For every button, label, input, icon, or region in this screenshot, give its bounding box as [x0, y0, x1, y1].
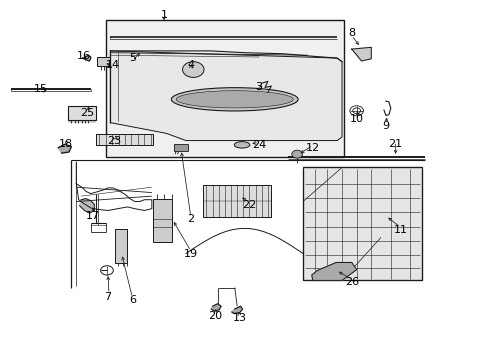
Text: 7: 7: [104, 292, 111, 302]
Text: 19: 19: [183, 248, 198, 258]
Text: 6: 6: [128, 295, 136, 305]
Text: 21: 21: [388, 139, 402, 149]
Text: 1: 1: [160, 10, 167, 20]
Polygon shape: [211, 304, 221, 311]
Text: 16: 16: [77, 51, 90, 61]
Bar: [173, 144, 188, 150]
Text: 11: 11: [393, 225, 407, 235]
Circle shape: [291, 150, 302, 158]
Text: 25: 25: [80, 108, 94, 118]
Polygon shape: [80, 199, 94, 213]
Bar: [153, 199, 172, 242]
Text: 15: 15: [34, 84, 48, 94]
Polygon shape: [110, 51, 341, 140]
Polygon shape: [58, 144, 71, 153]
Text: 20: 20: [208, 311, 222, 321]
Text: 17: 17: [86, 211, 100, 221]
Text: 23: 23: [107, 136, 121, 145]
Circle shape: [182, 62, 203, 77]
Text: 26: 26: [344, 277, 358, 287]
Ellipse shape: [176, 91, 293, 108]
Text: 5: 5: [128, 53, 136, 63]
Polygon shape: [311, 262, 356, 280]
Text: 3: 3: [255, 82, 262, 92]
Bar: [96, 134, 153, 145]
Ellipse shape: [171, 87, 298, 111]
Polygon shape: [98, 57, 109, 65]
Text: 2: 2: [187, 215, 194, 224]
Text: 18: 18: [59, 139, 72, 149]
Ellipse shape: [234, 141, 249, 148]
Bar: [105, 21, 344, 157]
Text: 9: 9: [382, 121, 388, 131]
Bar: [97, 57, 110, 66]
Polygon shape: [82, 55, 91, 61]
Bar: [115, 229, 127, 263]
Text: 24: 24: [251, 140, 265, 150]
Text: 8: 8: [347, 28, 355, 38]
Text: 13: 13: [232, 313, 246, 323]
Bar: [303, 167, 422, 280]
Text: 10: 10: [349, 114, 363, 124]
Bar: [68, 106, 96, 120]
Text: 12: 12: [305, 143, 319, 153]
Polygon shape: [231, 306, 242, 314]
Bar: [203, 185, 271, 217]
Polygon shape: [351, 47, 370, 61]
Text: 22: 22: [242, 200, 256, 210]
Text: 14: 14: [105, 60, 120, 70]
Text: 4: 4: [187, 60, 194, 70]
